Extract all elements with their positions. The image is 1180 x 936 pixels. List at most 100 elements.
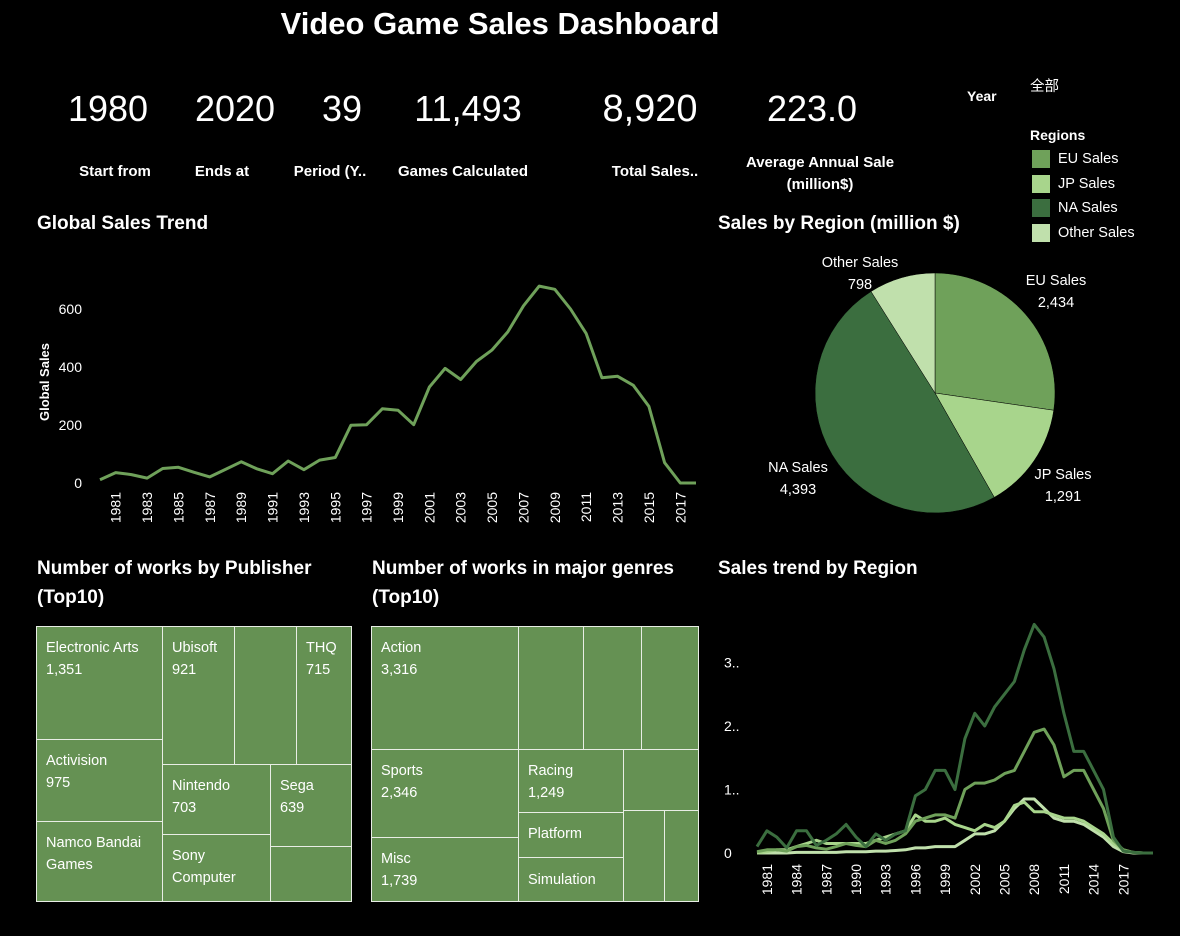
x-tick-label: 2013 [610, 492, 626, 523]
treemap-cell-nintendo[interactable]: Nintendo 703 [162, 764, 271, 835]
pie-label-jp: JP Sales [1035, 467, 1092, 483]
treemap-cell-unlabeled[interactable] [234, 626, 297, 765]
year-filter-value[interactable]: 全部 [1030, 79, 1059, 95]
pie-slice-na [814, 291, 995, 514]
x-tick-label: 1991 [265, 492, 281, 523]
treemap-cell-unlabeled[interactable] [623, 749, 699, 811]
y-tick-label: 200 [59, 417, 83, 433]
publisher-title: Number of works by Publisher (Top10) [37, 554, 312, 612]
x-tick-label: 2001 [421, 492, 437, 523]
x-tick-label: 1989 [233, 492, 249, 523]
treemap-cell-name: Namco Bandai Games [46, 835, 142, 873]
treemap-cell-activision[interactable]: Activision 975 [36, 739, 163, 822]
treemap-cell-unlabeled[interactable] [664, 810, 699, 902]
treemap-cell-unlabeled[interactable] [518, 626, 584, 750]
y-tick-label: 2.. [724, 718, 740, 734]
genres-title-line1: Number of works in major genres [372, 558, 674, 579]
x-tick-label: 2009 [547, 492, 563, 523]
legend-item-other[interactable]: Other Sales [1032, 221, 1135, 246]
legend-swatch-jp [1032, 174, 1050, 193]
legend-item-na[interactable]: NA Sales [1032, 196, 1135, 221]
treemap-cell-platform[interactable]: Platform [518, 812, 624, 858]
pie-slice-jp [934, 392, 1055, 498]
y-tick-label: 3.. [724, 654, 740, 670]
treemap-cell-name: THQ [306, 640, 337, 656]
treemap-cell-value: 1,249 [528, 785, 565, 801]
treemap-cell-value: 2,346 [381, 785, 418, 801]
treemap-cell-sega[interactable]: Sega 639 [270, 764, 352, 847]
treemap-cell-ubisoft[interactable]: Ubisoft 921 [162, 626, 235, 765]
x-tick-label: 2003 [453, 492, 469, 523]
pie-value-other: 798 [848, 277, 872, 293]
region-trend-title: Sales trend by Region [718, 558, 918, 579]
genre-treemap: Action 3,316 Sports 2,346 Misc 1,739 Rac… [371, 626, 699, 902]
treemap-cell-namco-bandai[interactable]: Namco Bandai Games [36, 821, 163, 902]
pie-label-na: NA Sales [768, 460, 828, 476]
y-tick-label: 0 [74, 475, 82, 491]
y-axis-label: Global Sales [37, 343, 52, 421]
treemap-cell-electronic-arts[interactable]: Electronic Arts 1,351 [36, 626, 163, 740]
treemap-cell-name: Ubisoft [172, 640, 218, 656]
x-tick-label: 1985 [170, 492, 186, 523]
x-tick-label: 2002 [967, 864, 983, 895]
treemap-cell-name: Platform [528, 826, 582, 842]
treemap-cell-value: 975 [46, 775, 71, 791]
x-tick-label: 2017 [1115, 864, 1131, 895]
legend-swatch-other [1032, 223, 1050, 242]
treemap-cell-thq[interactable]: THQ 715 [296, 626, 352, 765]
treemap-cell-value: 703 [172, 800, 197, 816]
treemap-cell-misc[interactable]: Misc 1,739 [371, 837, 519, 902]
treemap-cell-action[interactable]: Action 3,316 [371, 626, 519, 750]
kpi-games-label: Games Calculated [397, 163, 529, 180]
treemap-cell-simulation[interactable]: Simulation [518, 857, 624, 902]
x-tick-label: 1987 [818, 864, 834, 895]
treemap-cell-value: 1,351 [46, 662, 83, 678]
legend-label-other: Other Sales [1058, 224, 1135, 241]
treemap-cell-value: 921 [172, 662, 197, 678]
legend-item-eu[interactable]: EU Sales [1032, 147, 1135, 172]
kpi-start-value: 1980 [67, 88, 149, 129]
y-tick-label: 0 [724, 845, 732, 861]
x-tick-label: 1983 [139, 492, 155, 523]
x-tick-label: 1995 [327, 492, 343, 523]
x-tick-label: 1999 [390, 492, 406, 523]
x-tick-label: 1987 [202, 492, 218, 523]
treemap-cell-value: 1,739 [381, 873, 418, 889]
legend-title: Regions [1030, 127, 1086, 143]
legend-item-jp[interactable]: JP Sales [1032, 172, 1135, 197]
year-filter-label: Year [967, 88, 997, 104]
treemap-cell-name: Nintendo [172, 778, 231, 794]
sales-trend-by-region-chart: 0 1.. 2.. 3.. 1981 1984 1987 1990 1993 1996 1999 20… [724, 622, 1153, 895]
region-line-na [755, 622, 1153, 855]
region-line-eu [756, 727, 1153, 855]
treemap-cell-unlabeled[interactable] [641, 626, 699, 750]
treemap-cell-unlabeled[interactable] [583, 626, 642, 750]
treemap-cell-name: Sony Computer [172, 848, 236, 886]
kpi-end-label: Ends at [194, 163, 250, 180]
treemap-cell-sports[interactable]: Sports 2,346 [371, 749, 519, 838]
kpi-avg-label: Average Annual Sale (million$) [740, 152, 900, 196]
x-tick-label: 1997 [359, 492, 375, 523]
x-tick-label: 1981 [759, 864, 775, 895]
region-pie-title: Sales by Region (million $) [718, 213, 960, 234]
treemap-cell-unlabeled[interactable] [270, 846, 352, 902]
kpi-avg-label-line1: Average Annual Sale [745, 154, 895, 171]
pie-slice-other [870, 272, 936, 394]
x-tick-label: 2011 [578, 492, 594, 522]
treemap-cell-racing[interactable]: Racing 1,249 [518, 749, 624, 813]
kpi-end-value: 2020 [194, 88, 276, 129]
pie-label-eu: EU Sales [1026, 273, 1086, 289]
treemap-cell-unlabeled[interactable] [623, 810, 665, 902]
legend-label-eu: EU Sales [1058, 151, 1119, 168]
treemap-cell-name: Sports [381, 763, 423, 779]
genres-title: Number of works in major genres (Top10) [372, 554, 674, 612]
treemap-cell-name: Electronic Arts [46, 640, 139, 656]
x-tick-label: 1981 [108, 492, 124, 523]
treemap-cell-value: 715 [306, 662, 331, 678]
kpi-period-label: Period (Y.. [293, 163, 367, 180]
x-tick-label: 2005 [484, 492, 500, 523]
treemap-cell-name: Racing [528, 763, 574, 779]
treemap-cell-sony[interactable]: Sony Computer [162, 834, 271, 902]
dashboard-title: Video Game Sales Dashboard [280, 6, 720, 41]
x-tick-label: 2008 [1026, 864, 1042, 895]
